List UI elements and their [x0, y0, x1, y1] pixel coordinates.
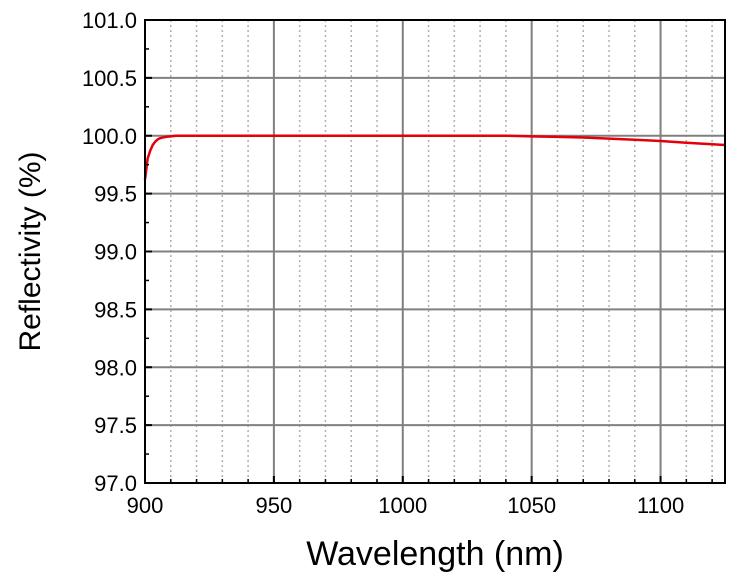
y-tick-label: 98.5 — [94, 297, 137, 322]
y-tick-label: 100.5 — [82, 66, 137, 91]
x-tick-label: 950 — [256, 493, 293, 518]
y-tick-label: 97.5 — [94, 413, 137, 438]
series-layer — [143, 134, 726, 180]
x-tick-label: 1000 — [378, 493, 427, 518]
y-tick-label: 101.0 — [82, 8, 137, 33]
grid — [145, 20, 725, 483]
x-tick-label: 1100 — [637, 493, 684, 518]
y-tick-label: 99.0 — [94, 240, 137, 265]
series-line — [143, 134, 726, 180]
x-axis-label: Wavelength (nm) — [306, 535, 564, 573]
y-tick-label: 99.5 — [94, 182, 137, 207]
y-tick-label: 97.0 — [94, 471, 137, 496]
y-axis-label: Reflectivity (%) — [14, 151, 47, 351]
ticks: 97.0 97.5 98.0 98.5 99.0 99.5 100.0 100.5 101.0 9… — [82, 8, 713, 518]
y-tick-label: 98.0 — [94, 355, 137, 380]
x-tick-label: 1050 — [507, 493, 556, 518]
x-tick-label: 900 — [127, 493, 164, 518]
y-tick-label: 100.0 — [82, 124, 137, 149]
